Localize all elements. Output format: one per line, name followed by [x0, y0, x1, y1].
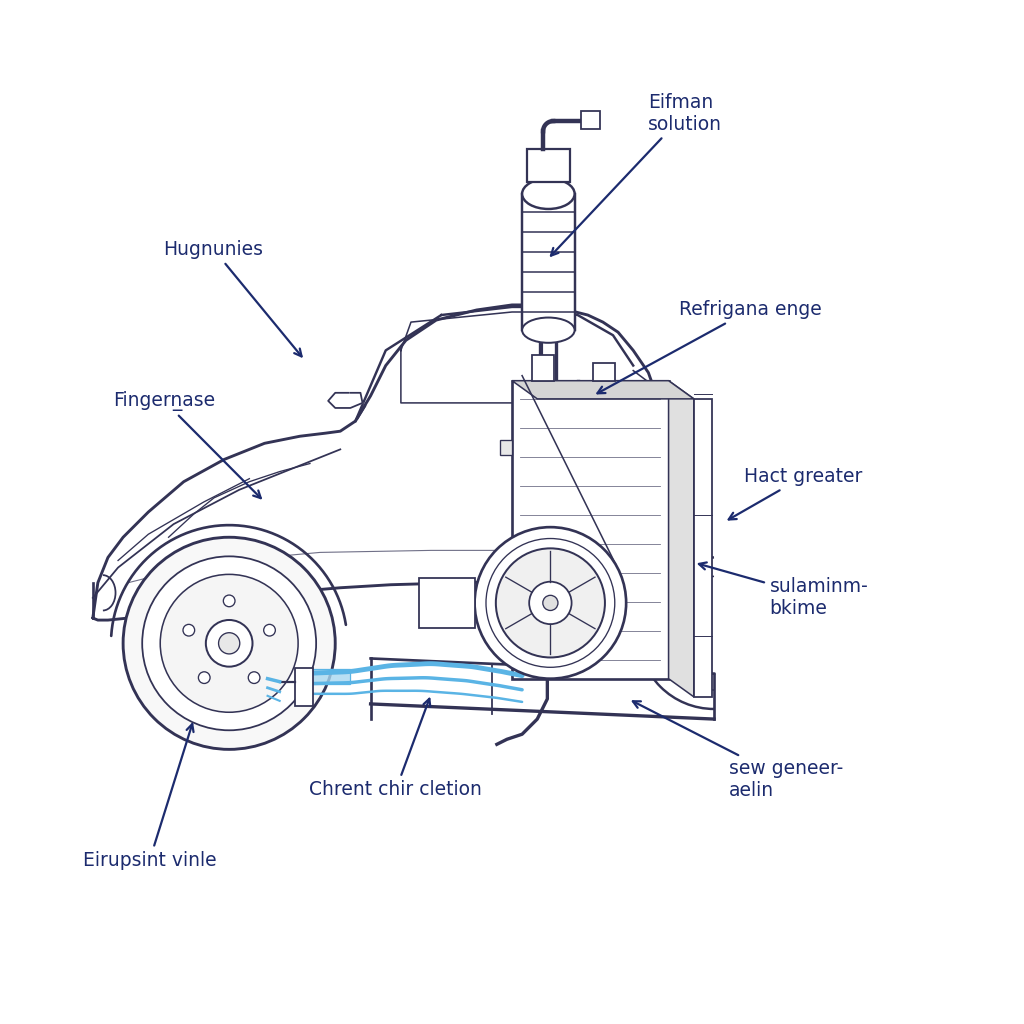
Bar [532, 355, 554, 381]
Text: sew geneer-
aelin: sew geneer- aelin [633, 701, 844, 800]
Text: Chrent chir cletion: Chrent chir cletion [309, 698, 482, 800]
Circle shape [264, 625, 275, 636]
Polygon shape [93, 305, 669, 621]
Circle shape [199, 672, 210, 683]
Circle shape [475, 527, 626, 679]
Circle shape [206, 620, 253, 667]
Circle shape [248, 672, 260, 683]
Circle shape [218, 633, 240, 654]
Circle shape [160, 574, 298, 713]
Circle shape [142, 556, 316, 730]
Polygon shape [512, 381, 694, 399]
Bar [527, 150, 569, 181]
Circle shape [123, 538, 335, 750]
Text: sulaminm-
bkime: sulaminm- bkime [699, 562, 868, 618]
Ellipse shape [522, 178, 574, 209]
Bar [582, 111, 600, 129]
Bar [419, 578, 475, 628]
Circle shape [543, 595, 558, 610]
Text: Refrigana enge: Refrigana enge [597, 300, 821, 393]
Bar [694, 399, 712, 697]
Text: Eirupsint vinle: Eirupsint vinle [83, 724, 216, 870]
Circle shape [496, 549, 605, 657]
Ellipse shape [522, 317, 574, 343]
Bar [593, 362, 615, 381]
Text: Fingern̲ase: Fingern̲ase [113, 391, 261, 498]
Circle shape [223, 595, 234, 607]
Bar [522, 194, 574, 330]
Bar [295, 668, 313, 706]
Polygon shape [500, 440, 512, 456]
Text: Eifman
solution: Eifman solution [551, 92, 722, 256]
Polygon shape [669, 381, 694, 697]
Polygon shape [305, 669, 350, 684]
Circle shape [183, 625, 195, 636]
Text: Hugnunies: Hugnunies [164, 240, 302, 356]
Bar [512, 381, 669, 679]
Circle shape [529, 582, 571, 624]
Polygon shape [328, 393, 362, 408]
Text: Hact greater: Hact greater [729, 467, 862, 519]
Polygon shape [500, 604, 512, 620]
